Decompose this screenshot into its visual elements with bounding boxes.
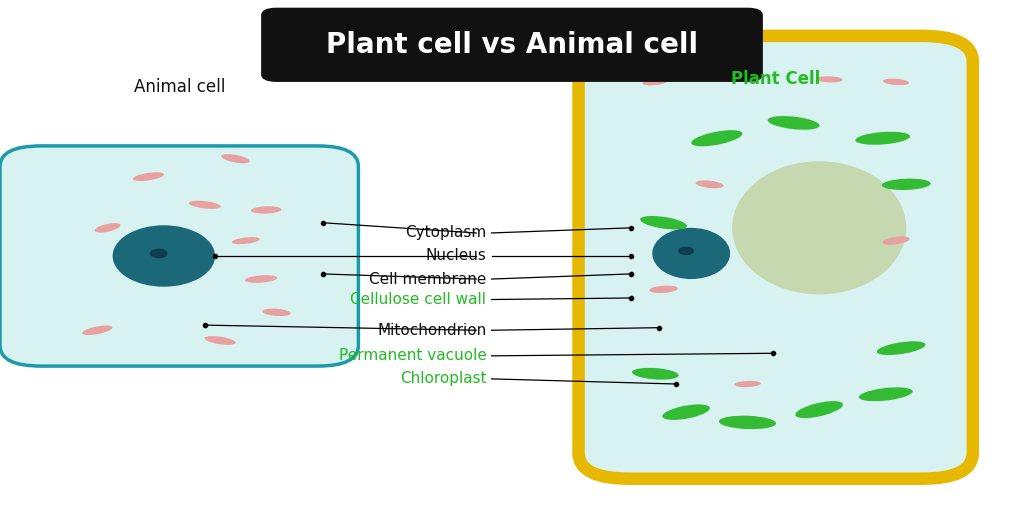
Ellipse shape — [719, 416, 776, 429]
Ellipse shape — [695, 180, 724, 188]
Ellipse shape — [768, 116, 819, 130]
Ellipse shape — [732, 161, 906, 294]
Ellipse shape — [642, 78, 669, 86]
Ellipse shape — [883, 79, 909, 85]
Text: Cytoplasm: Cytoplasm — [406, 225, 486, 241]
Text: Chloroplast: Chloroplast — [399, 371, 486, 387]
Ellipse shape — [663, 404, 710, 420]
Text: Mitochondrion: Mitochondrion — [377, 323, 486, 338]
FancyBboxPatch shape — [261, 8, 763, 82]
Ellipse shape — [251, 206, 282, 214]
FancyBboxPatch shape — [0, 146, 358, 366]
Text: Permanent vacuole: Permanent vacuole — [339, 348, 486, 364]
Ellipse shape — [188, 201, 221, 209]
Ellipse shape — [882, 179, 931, 190]
Text: Plant cell vs Animal cell: Plant cell vs Animal cell — [326, 31, 698, 59]
Text: Nucleus: Nucleus — [426, 248, 486, 264]
Ellipse shape — [82, 326, 113, 335]
Ellipse shape — [133, 172, 164, 181]
FancyBboxPatch shape — [579, 36, 973, 479]
Ellipse shape — [245, 275, 278, 283]
Ellipse shape — [640, 216, 687, 229]
Ellipse shape — [734, 381, 761, 387]
Ellipse shape — [652, 228, 730, 279]
Ellipse shape — [859, 387, 912, 401]
Ellipse shape — [205, 336, 236, 345]
Ellipse shape — [221, 154, 250, 163]
Ellipse shape — [113, 225, 215, 287]
Ellipse shape — [691, 130, 742, 146]
Text: Plant Cell: Plant Cell — [730, 70, 820, 89]
Circle shape — [151, 249, 167, 258]
Ellipse shape — [231, 237, 260, 244]
Ellipse shape — [883, 237, 909, 245]
Ellipse shape — [649, 286, 678, 293]
Ellipse shape — [94, 223, 121, 232]
Text: Cellulose cell wall: Cellulose cell wall — [350, 292, 486, 307]
Ellipse shape — [796, 401, 843, 418]
Circle shape — [679, 247, 693, 254]
Text: Animal cell: Animal cell — [133, 78, 225, 96]
Ellipse shape — [855, 132, 910, 145]
Ellipse shape — [816, 76, 843, 82]
Ellipse shape — [262, 309, 291, 316]
Ellipse shape — [877, 342, 926, 355]
Ellipse shape — [632, 368, 679, 380]
Text: Cell membrane: Cell membrane — [369, 271, 486, 287]
